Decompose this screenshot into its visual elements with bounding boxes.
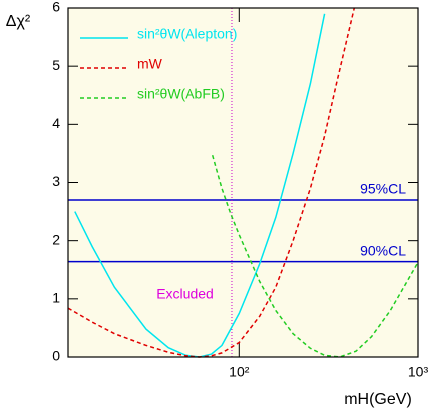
cl-label: 95%CL <box>360 181 406 197</box>
legend-label: sin²θW(Alepton) <box>137 26 237 42</box>
y-tick-label: 0 <box>52 348 60 364</box>
cl-label: 90%CL <box>360 242 406 258</box>
excluded-label: Excluded <box>156 286 214 302</box>
y-tick-label: 6 <box>52 0 60 15</box>
y-tick-label: 2 <box>52 231 60 247</box>
y-tick-label: 1 <box>52 290 60 306</box>
x-tick-label: 10³ <box>408 364 429 380</box>
y-tick-label: 3 <box>52 173 60 189</box>
legend-label: sin²θW(AbFB) <box>137 86 225 102</box>
legend-label: mW <box>137 56 163 72</box>
series-line <box>74 13 326 358</box>
series-line <box>211 154 419 358</box>
series-line <box>67 7 356 358</box>
y-axis-label: Δχ² <box>6 13 31 30</box>
x-axis-label: mH(GeV) <box>344 391 412 408</box>
plot-frame <box>67 7 419 358</box>
y-tick-label: 5 <box>52 57 60 73</box>
y-tick-label: 4 <box>52 115 60 131</box>
x-tick-label: 10² <box>229 364 250 380</box>
plot-background <box>68 8 418 357</box>
